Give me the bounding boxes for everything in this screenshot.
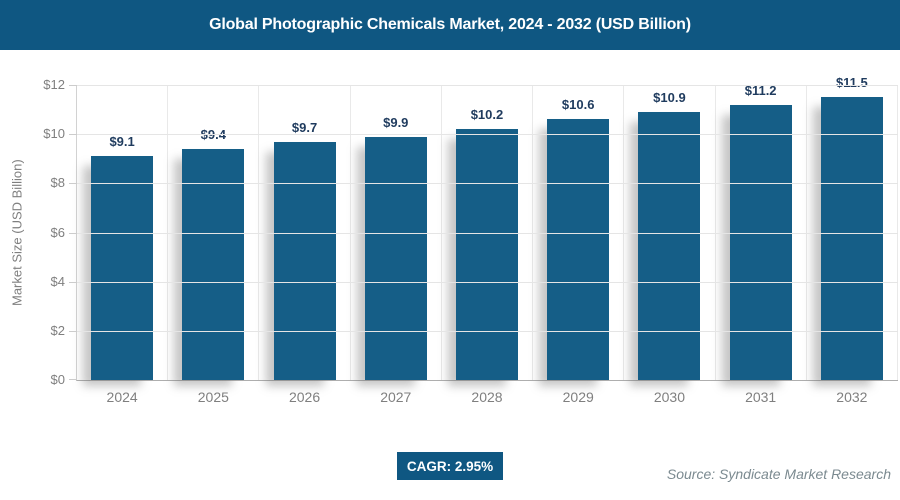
gridline [77,281,898,283]
bar[interactable] [729,104,792,380]
y-tick-label: $4 [50,273,65,289]
category-cell: $10.2 2028 [442,85,534,405]
bar-value-label: $9.1 [109,134,135,150]
gridline [77,183,898,185]
source-credit: Source: Syndicate Market Research [666,466,891,482]
bar-value-label: $9.9 [383,114,409,130]
bar[interactable] [91,156,154,380]
y-tick-label: $2 [50,322,65,338]
bar[interactable] [547,119,610,380]
x-tick-label: 2024 [106,389,138,405]
bar-value-label: $10.9 [653,90,686,106]
y-tick-mark [69,183,77,185]
y-tick-mark [69,85,77,86]
bar-value-label: $9.7 [291,119,318,135]
bar[interactable] [273,141,336,380]
y-tick-label: $12 [43,77,65,92]
bar[interactable] [455,129,518,380]
bar-value-label: $10.2 [470,107,504,123]
x-tick-label: 2031 [745,389,777,405]
bar[interactable] [638,112,701,380]
bar-value-label: $11.2 [744,82,777,98]
gridline [77,85,898,86]
bar-value-label: $11.5 [835,75,868,91]
bar-value-label: $10.6 [561,97,595,113]
x-tick-label: 2027 [380,389,412,405]
y-tick-mark [69,232,77,234]
cagr-badge: CAGR: 2.95% [397,452,503,480]
category-cells: $9.1 2024 $9.4 2025 $9.7 2026 $9.9 2027 $10.2 202… [77,75,898,405]
x-tick-label: 2029 [562,389,594,405]
y-tick-label: $8 [50,175,65,191]
header-banner: Global Photographic Chemicals Market, 20… [0,0,900,50]
bar[interactable] [820,97,883,380]
bar[interactable] [182,148,245,380]
x-tick-label: 2028 [471,389,503,405]
y-tick-label: $0 [50,372,65,387]
y-tick-mark [69,330,77,332]
x-tick-label: 2032 [836,389,868,405]
x-tick-label: 2025 [197,389,229,405]
bar[interactable] [364,136,427,380]
x-tick-label: 2026 [288,389,321,405]
plot-area: $9.1 2024 $9.4 2025 $9.7 2026 $9.9 2027 $10.2 202… [43,75,898,405]
gridline [77,330,898,332]
y-tick-mark [69,281,77,283]
gridline [77,232,898,234]
x-tick-label: 2030 [653,389,685,405]
gridline [77,134,898,136]
y-tick-mark [69,134,77,136]
y-tick-label: $10 [43,126,65,142]
y-tick-mark [69,379,77,380]
category-cell: $9.1 2024 [77,85,169,405]
y-tick-label: $6 [50,224,65,240]
chart-title: Global Photographic Chemicals Market, 20… [209,16,691,33]
